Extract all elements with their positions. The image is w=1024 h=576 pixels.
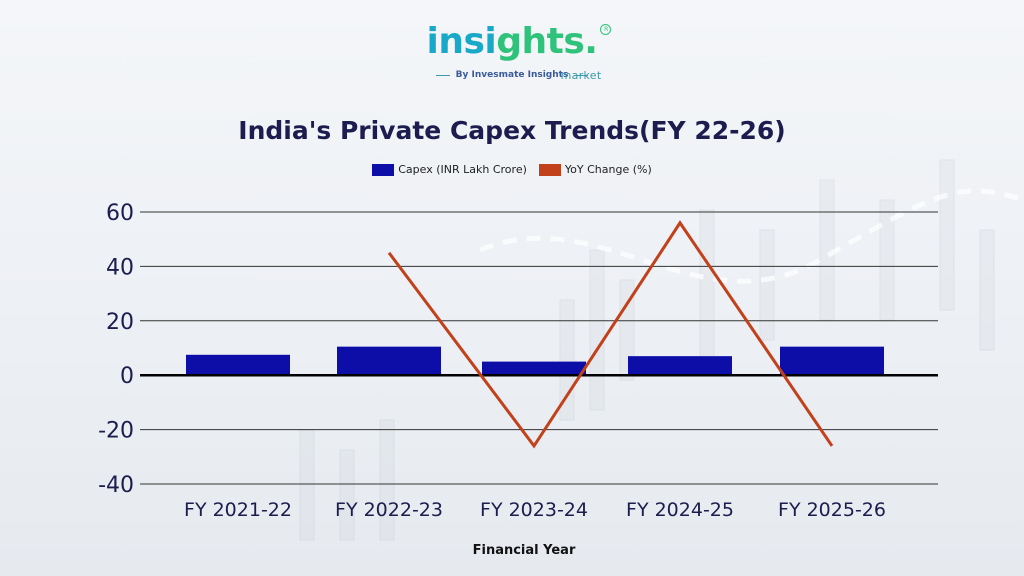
y-tick-labels: 60 40 20 0 -20 -40 [98,201,134,498]
x-tick-label: FY 2021-22 [184,499,292,521]
legend-item-capex: Capex (INR Lakh Crore) [372,163,527,176]
legend-label-capex: Capex (INR Lakh Crore) [398,163,527,176]
legend-swatch-yoy [538,163,561,176]
tagline-text: By Invesmate Insights [455,70,569,80]
y-tick-label: 60 [106,201,134,226]
chart-legend: Capex (INR Lakh Crore) YoY Change (%) [0,163,1024,176]
capex-bar [482,361,586,376]
legend-swatch-capex [372,163,395,176]
logo-brand-part1: insi [426,21,497,62]
y-tick-label: 0 [120,364,134,389]
x-tick-label: FY 2024-25 [626,499,734,521]
y-tick-label: -20 [98,419,134,444]
logo-tagline: By Invesmate Insights [0,70,1024,80]
chart-title: India's Private Capex Trends(FY 22-26) [238,116,786,145]
y-tick-label: 20 [106,310,134,335]
logo-sub-text: market [560,69,602,82]
grid-lines [140,211,938,485]
tagline-rule-right [574,74,589,76]
x-tick-label: FY 2022-23 [335,499,443,521]
capex-bar [628,356,732,376]
x-tick-label: FY 2025-26 [778,499,886,521]
capex-bars [186,346,884,376]
logo-wordmark: insights. R market [426,21,612,82]
brand-logo: insights. R market By Invesmate Insights [0,21,1024,82]
x-tick-label: FY 2023-24 [480,499,588,521]
yoy-change-line [387,220,834,449]
capex-bar [186,354,290,376]
capex-bar [780,346,884,376]
legend-item-yoy: YoY Change (%) [538,163,652,176]
y-tick-label: -40 [98,473,134,498]
logo-dot-icon: . [584,21,598,62]
legend-label-yoy: YoY Change (%) [564,163,652,176]
capex-bar [337,346,441,376]
x-axis-label: Financial Year [473,543,576,558]
x-tick-labels: FY 2021-22 FY 2022-23 FY 2023-24 FY 2024-25… [184,499,886,521]
logo-brand-part2: ghts [496,21,585,62]
registered-mark: R [600,24,612,35]
yoy-line [387,220,834,449]
tagline-rule-left [435,74,450,76]
y-tick-label: 40 [106,255,134,280]
